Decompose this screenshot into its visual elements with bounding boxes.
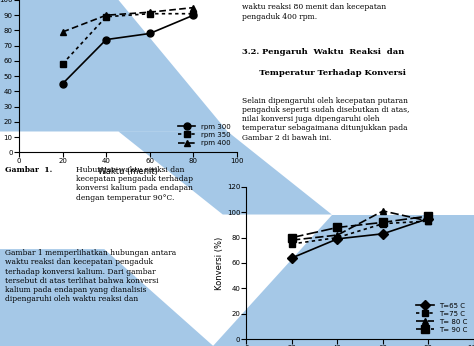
T= 90 C (380, 220, 386, 225)
T= 80 C (289, 238, 295, 242)
Text: Gambar 1 memperlihatkan hubungan antara
waktu reaksi dan kecepatan pengaduk
terh: Gambar 1 memperlihatkan hubungan antara … (5, 249, 176, 303)
rpm 350 (60, 62, 65, 66)
Text: waktu reaksi 80 menit dan kecepatan
pengaduk 400 rpm.: waktu reaksi 80 menit dan kecepatan peng… (242, 3, 386, 21)
T= 90 C (426, 214, 431, 218)
T=65 C (289, 256, 295, 260)
rpm 400 (147, 10, 153, 14)
Line: T= 90 C: T= 90 C (288, 212, 433, 242)
T= 80 C (335, 233, 340, 237)
Line: rpm 350: rpm 350 (59, 10, 197, 67)
Text: Temperatur Terhadap Konversi: Temperatur Terhadap Konversi (242, 69, 406, 77)
T= 90 C (335, 225, 340, 229)
Line: T=75 C: T=75 C (289, 218, 432, 247)
rpm 300 (103, 37, 109, 42)
X-axis label: Waktu (menit): Waktu (menit) (98, 167, 158, 176)
rpm 300 (60, 82, 65, 86)
T=65 C (380, 232, 386, 236)
Legend: T=65 C, T=75 C, T= 80 C, T= 90 C: T=65 C, T=75 C, T= 80 C, T= 90 C (414, 300, 471, 336)
rpm 400 (103, 13, 109, 17)
T= 90 C (289, 236, 295, 240)
Line: T=65 C: T=65 C (289, 215, 432, 261)
T= 80 C (380, 209, 386, 213)
Legend: rpm 300, rpm 350, rpm 400: rpm 300, rpm 350, rpm 400 (175, 121, 234, 149)
T=75 C (380, 221, 386, 226)
T=65 C (335, 237, 340, 241)
Line: rpm 300: rpm 300 (59, 12, 197, 87)
T=75 C (335, 236, 340, 240)
rpm 350 (147, 12, 153, 16)
Text: Gambar  1.: Gambar 1. (5, 166, 52, 174)
Line: rpm 400: rpm 400 (59, 4, 197, 35)
T= 80 C (426, 219, 431, 223)
Line: T= 80 C: T= 80 C (289, 208, 432, 244)
rpm 300 (147, 31, 153, 36)
T=75 C (289, 242, 295, 246)
rpm 350 (191, 12, 196, 16)
T=65 C (426, 217, 431, 221)
Text: 3.2. Pengaruh  Waktu  Reaksi  dan: 3.2. Pengaruh Waktu Reaksi dan (242, 48, 404, 56)
T=75 C (426, 219, 431, 223)
rpm 400 (191, 6, 196, 10)
rpm 350 (103, 15, 109, 19)
Text: Hubungan waktu reaksi dan
kecepatan pengaduk terhadap
konversi kalium pada endap: Hubungan waktu reaksi dan kecepatan peng… (76, 166, 193, 202)
rpm 300 (191, 13, 196, 17)
Y-axis label: Konversi (%): Konversi (%) (215, 236, 224, 290)
rpm 400 (60, 30, 65, 34)
Text: Selain dipengaruhi oleh kecepatan putaran
pengaduk seperti sudah disebutkan di a: Selain dipengaruhi oleh kecepatan putara… (242, 97, 409, 142)
